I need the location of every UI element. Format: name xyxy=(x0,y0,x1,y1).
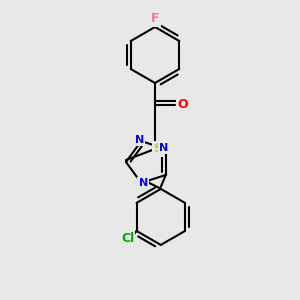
Text: N: N xyxy=(139,178,148,188)
Text: S: S xyxy=(154,142,163,155)
Text: F: F xyxy=(151,13,159,26)
Text: N: N xyxy=(159,143,168,153)
Text: O: O xyxy=(178,98,188,112)
Text: Cl: Cl xyxy=(121,232,134,245)
Text: N: N xyxy=(135,135,144,145)
